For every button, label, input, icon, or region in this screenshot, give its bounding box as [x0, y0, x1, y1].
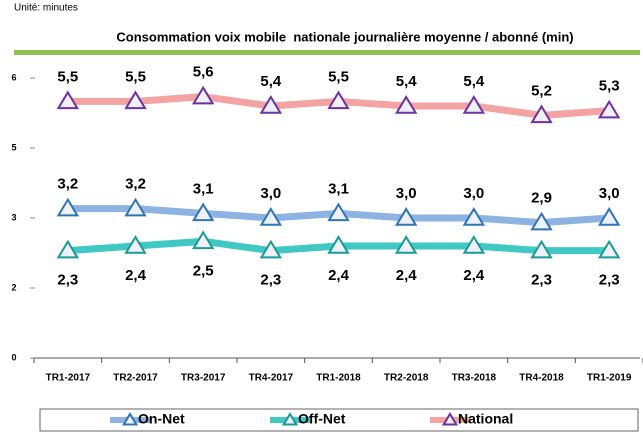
marker	[191, 202, 215, 222]
x-tick-label: TR3-2018	[452, 373, 497, 384]
marker	[56, 197, 80, 217]
value-label: 3,0	[260, 185, 281, 202]
value-label: 5,4	[463, 73, 485, 90]
title-bar	[14, 50, 640, 55]
value-label: 3,0	[599, 185, 620, 202]
marker	[394, 235, 418, 254]
x-tick-label: TR1-2018	[316, 373, 361, 384]
value-label: 2,3	[599, 272, 620, 289]
chart-title: Consommation voix mobile nationale journ…	[116, 29, 573, 44]
value-label: 3,2	[57, 176, 78, 193]
value-label: 2,4	[328, 267, 350, 284]
legend-label: Off-Net	[298, 411, 346, 427]
marker	[530, 239, 553, 259]
value-label: 5,2	[531, 82, 552, 99]
y-tick-label: 0	[11, 352, 16, 362]
value-label: 5,5	[328, 68, 349, 85]
marker	[597, 99, 621, 119]
marker	[259, 95, 283, 114]
legend-marker	[441, 412, 459, 426]
y-tick-label: 3	[11, 212, 16, 222]
x-tick-label: TR4-2018	[519, 373, 564, 384]
x-tick-label: TR1-2017	[46, 373, 91, 384]
value-label: 5,3	[599, 78, 620, 95]
marker	[327, 202, 350, 222]
value-label: 2,3	[260, 272, 281, 289]
y-tick-label: 5	[11, 142, 16, 152]
value-label: 2,3	[531, 272, 552, 289]
legend-label: On-Net	[138, 411, 185, 427]
value-label: 5,6	[193, 64, 214, 81]
legend-box	[39, 408, 639, 432]
marker	[327, 235, 350, 254]
marker	[191, 85, 215, 105]
value-label: 2,4	[396, 267, 418, 284]
x-tick-label: TR1-2019	[587, 373, 632, 384]
marker	[124, 197, 147, 217]
marker	[597, 239, 621, 259]
legend-marker	[281, 412, 299, 426]
value-label: 2,4	[463, 267, 485, 284]
marker	[462, 207, 486, 226]
marker	[124, 90, 147, 110]
value-label: 3,1	[193, 180, 214, 197]
value-label: 2,5	[193, 262, 214, 279]
value-label: 5,4	[396, 73, 418, 90]
x-tick-label: TR3-2017	[181, 373, 226, 384]
value-label: 5,4	[260, 73, 282, 90]
x-tick-label: TR2-2017	[113, 373, 158, 384]
value-label: 2,9	[531, 190, 552, 207]
value-label: 3,1	[328, 180, 349, 197]
value-label: 3,2	[125, 176, 146, 193]
marker	[394, 95, 418, 114]
value-label: 3,0	[463, 185, 484, 202]
marker	[259, 207, 283, 226]
x-tick-label: TR4-2017	[249, 373, 294, 384]
value-label: 5,5	[57, 68, 78, 85]
marker	[259, 239, 283, 259]
marker	[56, 90, 80, 110]
marker	[124, 235, 147, 254]
value-label: 2,4	[125, 267, 147, 284]
marker	[530, 211, 553, 231]
value-label: 5,5	[125, 68, 146, 85]
marker	[462, 235, 486, 254]
marker	[191, 230, 215, 250]
marker	[56, 239, 80, 259]
value-label: 2,3	[57, 272, 78, 289]
x-tick-label: TR2-2018	[384, 373, 429, 384]
marker	[462, 95, 486, 114]
y-tick-label: 6	[11, 72, 16, 82]
unit-label: Unité: minutes	[14, 3, 78, 14]
legend-marker	[121, 412, 139, 426]
marker	[327, 90, 350, 110]
y-tick-label: 2	[11, 282, 16, 292]
marker	[394, 207, 418, 226]
value-label: 3,0	[396, 185, 417, 202]
marker	[597, 207, 621, 226]
legend-label: National	[458, 411, 513, 427]
marker	[530, 104, 553, 124]
